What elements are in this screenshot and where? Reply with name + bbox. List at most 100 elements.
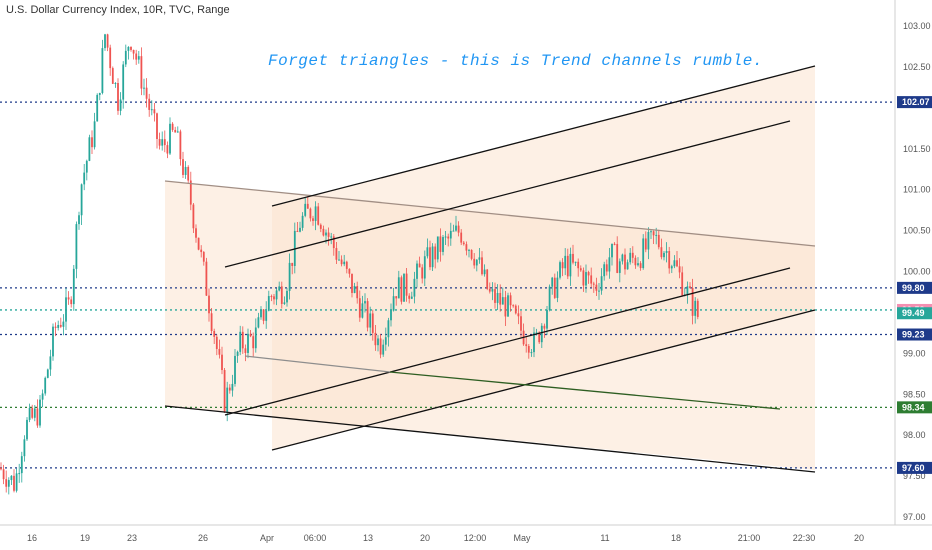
candle <box>332 233 335 256</box>
candle <box>314 201 317 231</box>
candle <box>13 469 15 493</box>
falling-channel-top-line[interactable] <box>164 180 816 247</box>
chart-title: U.S. Dollar Currency Index, 10R, TVC, Ra… <box>6 4 230 16</box>
candle <box>608 248 611 279</box>
time-tick-label: 12:00 <box>464 533 487 543</box>
candle <box>182 151 184 178</box>
candle <box>195 224 197 243</box>
candle <box>57 320 60 331</box>
candle <box>624 248 626 275</box>
descending-mid-line-grey[interactable] <box>244 355 391 373</box>
candle <box>23 435 26 462</box>
candle <box>309 207 312 222</box>
rising-channel-bottom-line[interactable] <box>271 309 816 451</box>
candle <box>273 293 275 305</box>
candle <box>657 229 660 250</box>
candle <box>569 247 572 286</box>
candle <box>413 271 416 304</box>
candle <box>75 221 78 279</box>
candle <box>189 171 192 211</box>
candle <box>668 246 671 274</box>
candle <box>319 223 322 233</box>
candle <box>260 306 262 320</box>
candle <box>322 225 325 237</box>
candle <box>621 253 624 265</box>
candle <box>148 93 151 117</box>
candle <box>579 265 582 272</box>
price-badge-99.80: 99.80 <box>897 281 932 294</box>
candle <box>603 261 606 281</box>
candle <box>88 134 91 162</box>
candle <box>7 477 10 495</box>
candle <box>39 394 41 428</box>
candle <box>161 131 164 151</box>
candle <box>67 291 70 305</box>
candle <box>564 248 567 276</box>
price-tick-label: 98.00 <box>903 430 926 440</box>
candle <box>525 336 528 353</box>
candle <box>379 334 382 359</box>
candle <box>377 335 379 352</box>
candle <box>41 389 44 408</box>
falling-channel-bottom-line[interactable] <box>164 405 816 473</box>
candle <box>2 464 5 485</box>
candle <box>36 399 39 428</box>
candle <box>80 183 83 225</box>
candle <box>265 301 268 329</box>
candle <box>140 47 143 96</box>
candle <box>117 78 119 115</box>
rising-channel-inner-upper-line[interactable] <box>224 120 791 268</box>
candle <box>566 248 569 280</box>
candle <box>145 78 148 108</box>
time-axis[interactable]: 16 19 23 26 Apr 06:00 13 20 12:00 May 11 18 21:00 22:… <box>27 533 864 543</box>
price-tick-label: 103.00 <box>903 21 931 31</box>
candle <box>184 161 187 179</box>
time-tick-label: 19 <box>80 533 90 543</box>
candle <box>236 350 239 363</box>
candle <box>353 282 356 294</box>
candle <box>410 291 413 300</box>
candle <box>208 288 210 322</box>
candle <box>501 287 504 305</box>
candle <box>18 463 21 483</box>
candle <box>327 227 330 246</box>
candle <box>475 258 478 272</box>
candle <box>395 296 398 306</box>
descending-mid-line-green[interactable] <box>389 371 781 410</box>
price-tick-label: 98.50 <box>903 389 926 399</box>
candle <box>132 49 135 60</box>
price-badge-98.34: 98.34 <box>897 401 932 414</box>
candle <box>163 130 166 153</box>
candle <box>218 339 221 359</box>
candle <box>364 293 366 313</box>
candle <box>174 126 177 133</box>
candle <box>356 281 359 304</box>
rising-channel-mid-line[interactable] <box>224 267 791 416</box>
candle <box>114 82 117 88</box>
price-badge-97.60: 97.60 <box>897 461 932 474</box>
candle <box>486 268 489 291</box>
candle <box>517 305 520 325</box>
candle <box>65 288 67 331</box>
candle <box>119 92 122 116</box>
candle <box>416 260 418 288</box>
candle <box>15 468 18 493</box>
candle <box>306 196 309 209</box>
time-tick-label: 13 <box>363 533 373 543</box>
time-tick-label: 11 <box>600 533 609 543</box>
candle <box>49 349 52 376</box>
candle <box>143 78 145 96</box>
candle <box>431 243 434 271</box>
price-axis[interactable]: 103.00 102.50 101.50 101.00 100.50 100.00 99.0… <box>903 21 931 522</box>
svg-text:99.80: 99.80 <box>902 283 925 293</box>
price-tick-label: 100.50 <box>903 226 931 236</box>
candle <box>637 257 639 267</box>
candle <box>665 242 668 263</box>
candle <box>691 278 694 325</box>
candle <box>473 253 476 269</box>
candle <box>382 339 385 357</box>
candle <box>462 240 465 246</box>
candle <box>452 224 455 232</box>
rising-channel-top-line[interactable] <box>271 65 816 207</box>
